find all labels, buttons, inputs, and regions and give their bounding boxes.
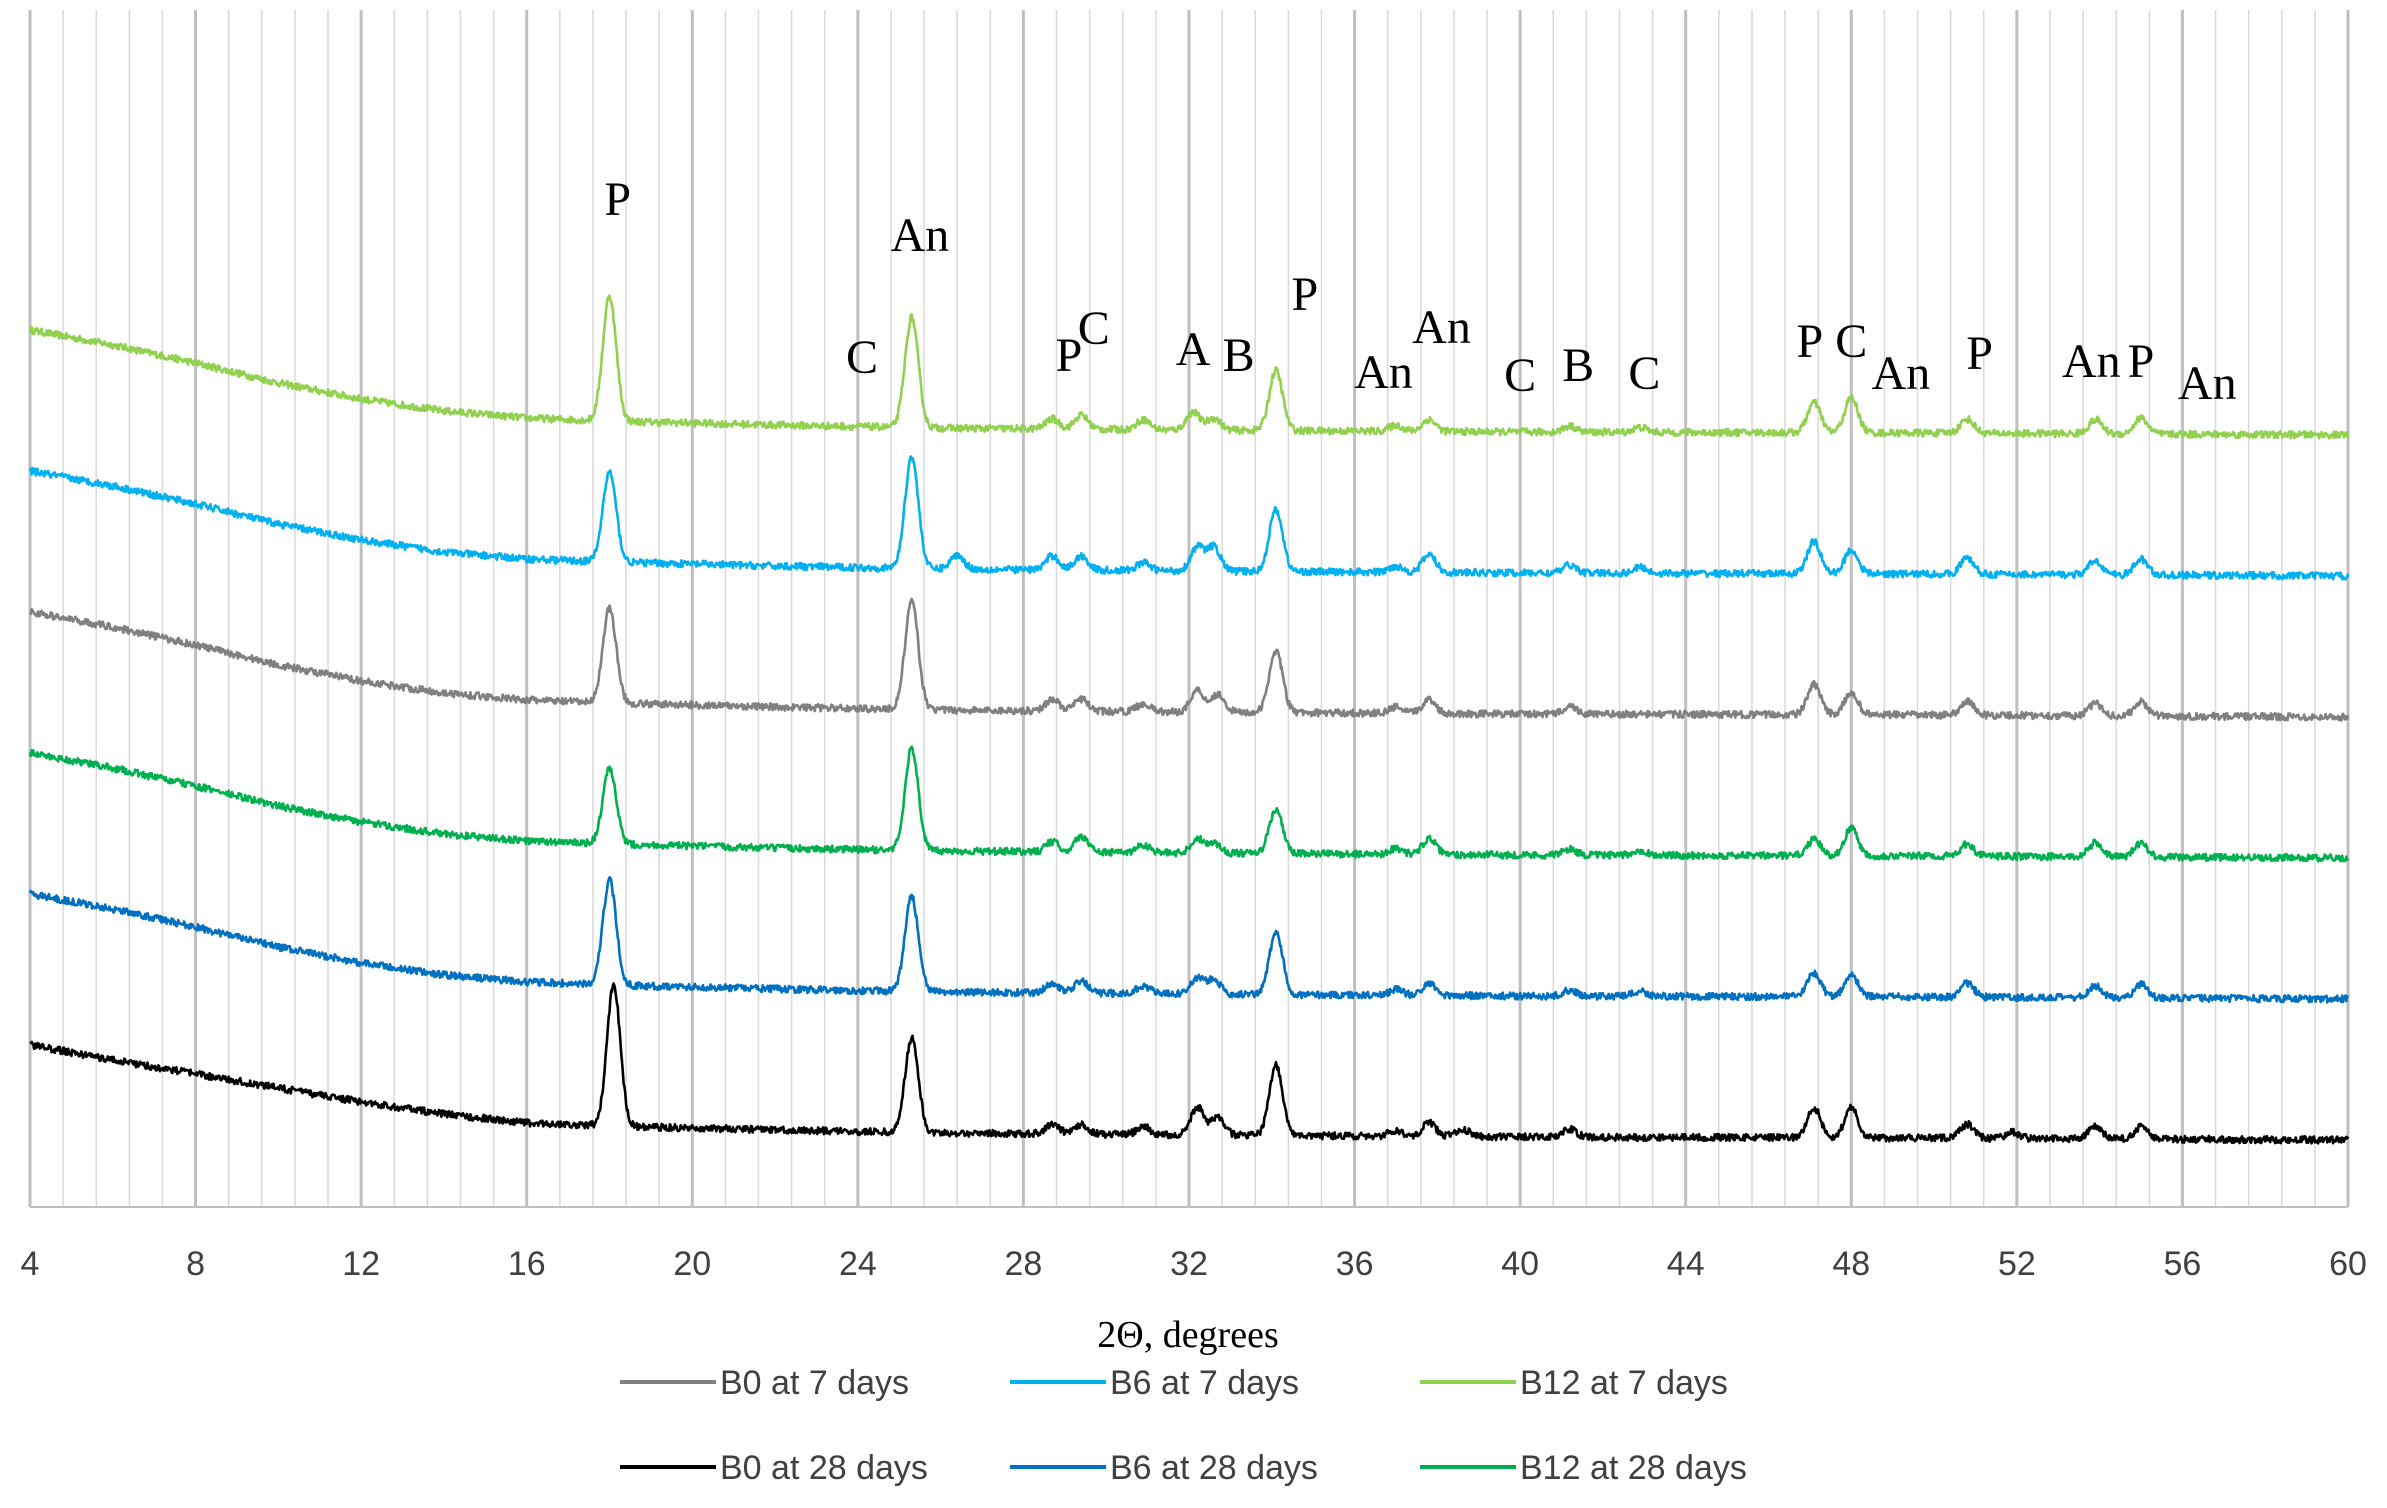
series-line (28, 876, 2350, 1004)
peak-label: P (1056, 329, 1083, 382)
legend-label: B12 at 28 days (1520, 1449, 1747, 1487)
series-line (28, 455, 2350, 581)
x-tick-label: 44 (1667, 1245, 1705, 1283)
x-tick-label: 8 (186, 1245, 205, 1283)
x-tick-label: 20 (673, 1245, 711, 1283)
peak-label: C (846, 331, 878, 384)
series-group (28, 294, 2350, 1145)
x-tick-label: 12 (342, 1245, 380, 1283)
x-tick-label: 60 (2329, 1245, 2367, 1283)
x-tick-label: 16 (508, 1245, 546, 1283)
x-tick-label: 28 (1005, 1245, 1043, 1283)
x-tick-label: 48 (1832, 1245, 1870, 1283)
peak-label: An (891, 209, 950, 262)
series-line (28, 294, 2350, 440)
peak-label: A (1176, 323, 1211, 376)
grid (28, 10, 2350, 1207)
peak-label: C (1504, 349, 1536, 402)
legend-label: B0 at 28 days (720, 1449, 928, 1487)
legend-label: B6 at 7 days (1110, 1364, 1299, 1402)
peak-label: C (1628, 347, 1660, 400)
legend-label: B12 at 7 days (1520, 1364, 1728, 1402)
x-tick-label: 32 (1170, 1245, 1208, 1283)
peak-label: C (1835, 315, 1867, 368)
peak-label: C (1078, 302, 1110, 355)
peak-label: P (1797, 315, 1824, 368)
peak-label: An (2062, 335, 2121, 388)
series-line (29, 982, 2350, 1145)
peak-label: P (2128, 335, 2155, 388)
x-tick-label: 36 (1336, 1245, 1374, 1283)
peak-label: P (1966, 327, 1993, 380)
peak-label: B (1562, 339, 1594, 392)
x-axis-title: 2Θ, degrees (1097, 1314, 1278, 1356)
peak-label: An (2178, 357, 2237, 410)
peak-label: P (604, 173, 631, 226)
x-tick-label: 52 (1998, 1245, 2036, 1283)
legend-label: B6 at 28 days (1110, 1449, 1318, 1487)
legend-label: B0 at 7 days (720, 1364, 909, 1402)
series-line (28, 745, 2350, 863)
peak-label: B (1223, 329, 1255, 382)
x-tick-label: 24 (839, 1245, 877, 1283)
legend: B0 at 7 days B6 at 7 days B12 at 7 days B0 … (620, 1364, 1747, 1487)
peak-label: P (1292, 268, 1319, 321)
x-tick-label: 40 (1501, 1245, 1539, 1283)
peak-label: An (1412, 301, 1471, 354)
series-line (29, 597, 2350, 722)
x-tick-label: 4 (21, 1245, 40, 1283)
x-tick-label: 56 (2164, 1245, 2202, 1283)
peak-label: An (1872, 347, 1931, 400)
x-tick-labels: 4 8 12 16 20 24 28 32 36 40 44 48 52 56 60 (21, 1245, 2367, 1283)
peak-label: An (1354, 346, 1413, 399)
